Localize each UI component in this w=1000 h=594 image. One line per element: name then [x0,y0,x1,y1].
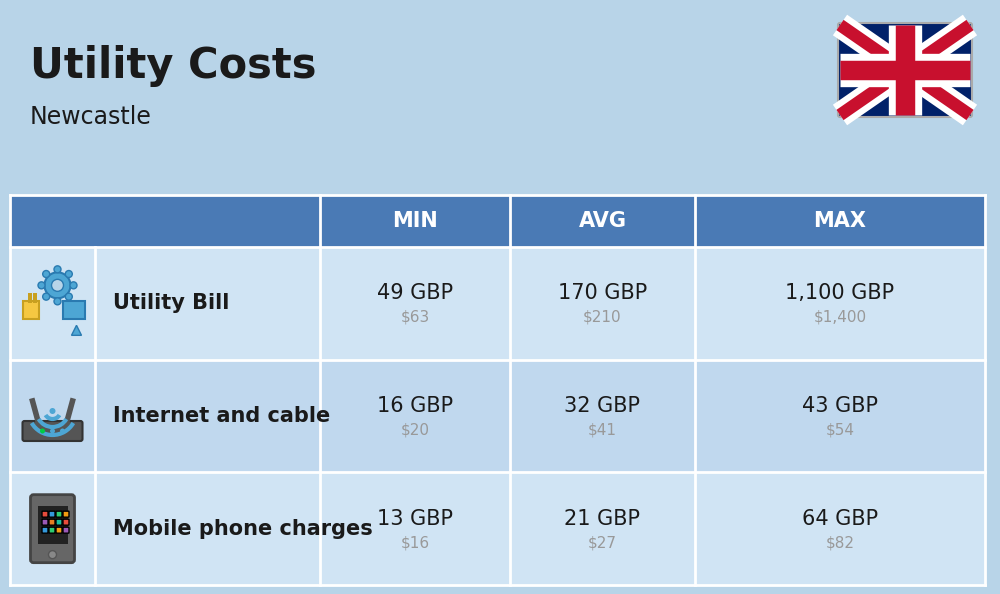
Circle shape [70,282,77,289]
FancyBboxPatch shape [63,519,69,525]
Circle shape [43,270,50,277]
Circle shape [65,293,72,300]
Text: Newcastle: Newcastle [30,105,152,129]
Bar [10,247,985,359]
Text: 1,100 GBP: 1,100 GBP [785,283,895,304]
Text: $54: $54 [826,422,854,438]
Text: $27: $27 [588,535,617,550]
Circle shape [50,408,56,414]
Bar [28,293,32,304]
FancyBboxPatch shape [56,511,62,517]
Text: Mobile phone charges: Mobile phone charges [113,519,373,539]
Text: 43 GBP: 43 GBP [802,396,878,416]
Circle shape [65,270,72,277]
Circle shape [54,298,61,305]
Circle shape [38,282,45,289]
Text: 32 GBP: 32 GBP [564,396,640,416]
FancyBboxPatch shape [63,527,69,533]
FancyBboxPatch shape [22,421,82,441]
FancyBboxPatch shape [63,511,69,517]
Text: $20: $20 [400,422,430,438]
Text: AVG: AVG [578,211,626,231]
Bar [32,293,36,304]
Text: 64 GBP: 64 GBP [802,508,878,529]
Text: Utility Bill: Utility Bill [113,293,229,313]
Text: 16 GBP: 16 GBP [377,396,453,416]
Circle shape [54,266,61,273]
Bar [10,359,985,472]
Text: Internet and cable: Internet and cable [113,406,330,426]
Text: 21 GBP: 21 GBP [564,508,640,529]
FancyBboxPatch shape [42,519,48,525]
Text: 49 GBP: 49 GBP [377,283,453,304]
Circle shape [40,428,45,434]
FancyBboxPatch shape [838,23,972,117]
Text: $16: $16 [400,535,430,550]
Circle shape [60,428,65,434]
Text: 170 GBP: 170 GBP [558,283,647,304]
FancyBboxPatch shape [30,495,74,563]
FancyBboxPatch shape [49,511,55,517]
Bar [10,472,985,585]
Text: $41: $41 [588,422,617,438]
Polygon shape [72,326,82,336]
FancyBboxPatch shape [42,527,48,533]
Text: 13 GBP: 13 GBP [377,508,453,529]
FancyBboxPatch shape [49,527,55,533]
FancyBboxPatch shape [56,519,62,525]
Text: $82: $82 [826,535,854,550]
Bar [10,195,985,247]
Bar [38,505,68,544]
Text: $1,400: $1,400 [813,310,867,325]
Circle shape [44,272,70,298]
Text: Utility Costs: Utility Costs [30,45,316,87]
Circle shape [48,551,56,559]
Bar [22,301,38,320]
Bar [62,301,84,320]
FancyBboxPatch shape [49,519,55,525]
Text: $210: $210 [583,310,622,325]
Text: MAX: MAX [814,211,866,231]
Text: MIN: MIN [392,211,438,231]
Circle shape [52,279,64,291]
FancyBboxPatch shape [42,511,48,517]
Text: $63: $63 [400,310,430,325]
Circle shape [43,293,50,300]
FancyBboxPatch shape [56,527,62,533]
Circle shape [50,428,55,434]
